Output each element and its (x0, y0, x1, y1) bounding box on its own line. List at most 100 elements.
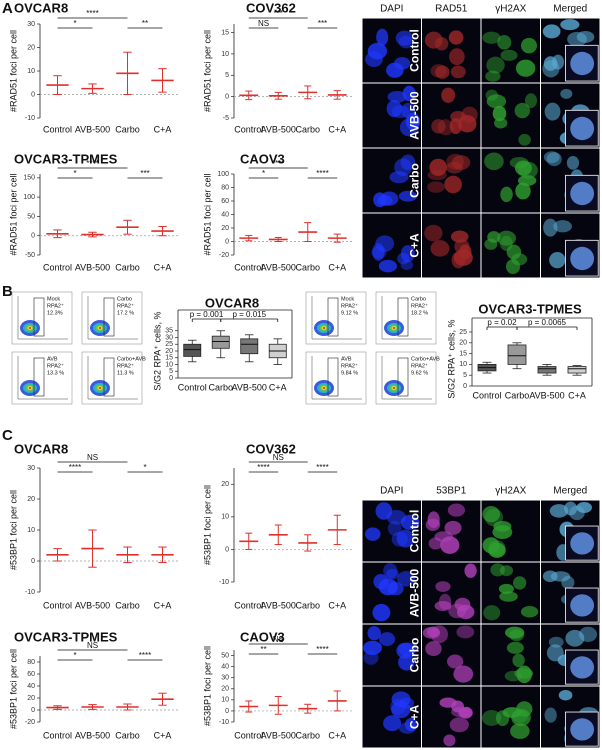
inset-nucleus (570, 116, 595, 141)
y-tick-label: 25 (165, 341, 173, 348)
nucleus (386, 509, 407, 525)
significance-label: NS (87, 641, 98, 650)
flow-density (98, 327, 102, 329)
nucleus (435, 581, 451, 592)
condition-label: Carbo (408, 163, 422, 198)
chart-title: OVCAR8 (14, 441, 68, 456)
significance-label: **** (69, 463, 81, 472)
nucleus (444, 175, 463, 194)
nucleus (389, 171, 409, 184)
chart-title: OVCAR8 (14, 0, 68, 15)
nucleus (456, 625, 475, 639)
flow-gate (103, 357, 115, 397)
flow-percent: 18.2 % (411, 310, 428, 316)
chart-title: OVCAR3-TPMES (14, 629, 118, 644)
panel-label: A (2, 0, 13, 17)
condition-label: Control (408, 29, 422, 72)
y-tick-label: 5 (463, 372, 467, 379)
nucleus (457, 115, 477, 133)
y-tick-label: 0 (169, 375, 173, 382)
y-tick-label: 30 (165, 334, 173, 341)
x-tick-label: Control (43, 124, 72, 134)
x-tick-label: Carbo (295, 262, 320, 272)
box (183, 343, 202, 357)
y-axis-label: #53BP1 foci per cell (8, 490, 18, 570)
nucleus (558, 690, 573, 701)
y-tick-label: -20 (219, 252, 229, 259)
flow-sample: Carbo+AVB (117, 356, 146, 362)
x-tick-label: Carbo (295, 124, 320, 134)
significance-label: **** (139, 651, 151, 660)
nucleus (490, 563, 505, 577)
y-tick-label: 100 (217, 171, 229, 178)
nucleus (544, 707, 557, 723)
flow-percent: 9.12 % (341, 310, 358, 316)
flow-percent: 12.3% (47, 310, 63, 316)
nucleus (520, 37, 537, 54)
significance-label: NS (258, 19, 269, 28)
x-tick-label: C+A (328, 600, 346, 610)
x-tick-label: C+A (568, 390, 586, 400)
nucleus (363, 640, 382, 655)
x-tick-label: C+A (269, 382, 287, 392)
nucleus (398, 642, 417, 656)
x-tick-label: C+A (328, 730, 346, 740)
nucleus (500, 235, 513, 251)
flow-density (28, 387, 32, 389)
y-axis-label: #53BP1 foci per cell (202, 485, 212, 565)
flow-gate-label: RPA2⁺ (47, 302, 64, 309)
flow-sample: AVB (341, 356, 352, 362)
nucleus (441, 87, 456, 103)
nucleus (397, 571, 416, 587)
x-tick-label: Control (178, 382, 207, 392)
flow-plot (81, 351, 143, 405)
nucleus (492, 105, 507, 122)
channel-label: 53BP1 (436, 486, 466, 497)
y-tick-label: 50 (27, 213, 35, 220)
nucleus (549, 251, 566, 269)
nucleus (512, 653, 525, 668)
nucleus (546, 152, 562, 167)
x-tick-label: C+A (154, 730, 172, 740)
y-axis-label: S/G2 RPA⁺ cells, % (446, 319, 456, 398)
nucleus (444, 520, 462, 535)
y-tick-label: 10 (27, 527, 35, 534)
nucleus (544, 102, 561, 121)
nucleus (447, 503, 466, 517)
significance-label: * (73, 169, 76, 178)
significance-label: **** (316, 645, 328, 654)
flow-sample: AVB (47, 356, 58, 362)
nucleus (454, 239, 470, 254)
box (211, 335, 230, 349)
nucleus (543, 218, 558, 237)
x-tick-label: AVB-500 (261, 124, 296, 134)
flow-sample: Carbo (117, 296, 132, 302)
nucleus (506, 244, 522, 260)
channel-label: γH2AX (495, 486, 526, 497)
x-tick-label: AVB-500 (261, 600, 296, 610)
nucleus (543, 151, 560, 164)
y-tick-label: 20 (221, 225, 229, 232)
flow-plot (11, 351, 73, 405)
y-tick-label: 0 (31, 91, 35, 98)
y-tick-label: 30 (221, 675, 229, 682)
chart-title: OVCAR3-TPMES (478, 301, 582, 316)
flow-percent: 9.84 % (341, 370, 358, 376)
y-axis-label: #RAD51 foci per cell (8, 30, 18, 112)
nucleus (391, 105, 410, 118)
condition-label: C+A (408, 233, 422, 258)
flow-gate (103, 297, 115, 337)
nucleus (400, 245, 415, 263)
nucleus (405, 112, 421, 131)
nucleus (438, 593, 452, 610)
nucleus (448, 30, 464, 45)
nucleus (453, 665, 474, 683)
y-tick-label: 25 (459, 329, 467, 336)
x-tick-label: Control (234, 600, 263, 610)
nucleus (518, 133, 531, 146)
y-tick-label: 0 (31, 233, 35, 240)
x-tick-label: Control (43, 600, 72, 610)
nucleus (435, 65, 450, 79)
nucleus (542, 570, 558, 583)
inset-nucleus (570, 594, 595, 617)
